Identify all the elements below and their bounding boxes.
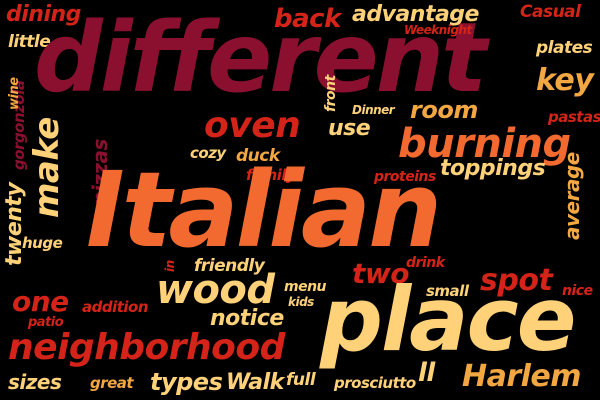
word-walk: Walk	[226, 370, 284, 395]
word-drink: drink	[406, 255, 445, 271]
word-toppings: toppings	[440, 156, 546, 181]
word-key: key	[536, 63, 594, 98]
word-spot: spot	[480, 263, 553, 298]
word-proteins: proteins	[374, 169, 436, 185]
word-weeknight: Weeknight	[404, 23, 472, 37]
word-small: small	[426, 282, 469, 300]
word-italian: Italian	[86, 149, 442, 271]
word-one: one	[12, 285, 69, 318]
word-harlem: Harlem	[462, 359, 582, 394]
word-back: back	[274, 4, 341, 34]
word-casual: Casual	[520, 2, 581, 22]
word-room: room	[410, 96, 478, 124]
word-types: types	[150, 368, 223, 396]
word-twenty: twenty	[2, 182, 27, 266]
word-plates: plates	[536, 38, 593, 58]
word-sizes: sizes	[8, 370, 62, 394]
word-two: two	[352, 257, 410, 290]
word-dining: dining	[6, 2, 81, 27]
word-front: front	[323, 75, 339, 112]
word-burning: burning	[398, 121, 571, 167]
word-family: family	[246, 166, 296, 184]
word-different: different	[34, 2, 487, 114]
word-make: make	[27, 117, 67, 218]
word-place: place	[320, 268, 576, 371]
word-pastas: pastas	[548, 108, 600, 126]
word-duck: duck	[236, 146, 280, 166]
word-wine: wine	[7, 77, 22, 110]
word-neighborhood: neighborhood	[8, 327, 285, 368]
word-great: great	[90, 374, 134, 392]
word-huge: huge	[22, 234, 63, 252]
word-nice: nice	[562, 283, 593, 299]
word-kids: kids	[288, 295, 314, 309]
word-full: full	[286, 370, 316, 390]
word-addition: addition	[82, 298, 149, 316]
word-friendly: friendly	[194, 256, 265, 276]
word-prosciutto: prosciutto	[334, 374, 416, 392]
word-menu: menu	[284, 279, 327, 295]
word-cozy: cozy	[190, 144, 226, 162]
word-dinner: Dinner	[352, 103, 395, 117]
word-average: average	[560, 152, 584, 240]
word-notice: notice	[210, 306, 284, 331]
word-little: little	[8, 32, 51, 52]
word-patio: patio	[28, 315, 64, 330]
word-wood: wood	[156, 267, 275, 313]
word-oven: oven	[204, 105, 301, 146]
word-use: use	[328, 116, 371, 141]
word-ll: ll	[418, 358, 435, 388]
word-advantage: advantage	[352, 2, 479, 27]
